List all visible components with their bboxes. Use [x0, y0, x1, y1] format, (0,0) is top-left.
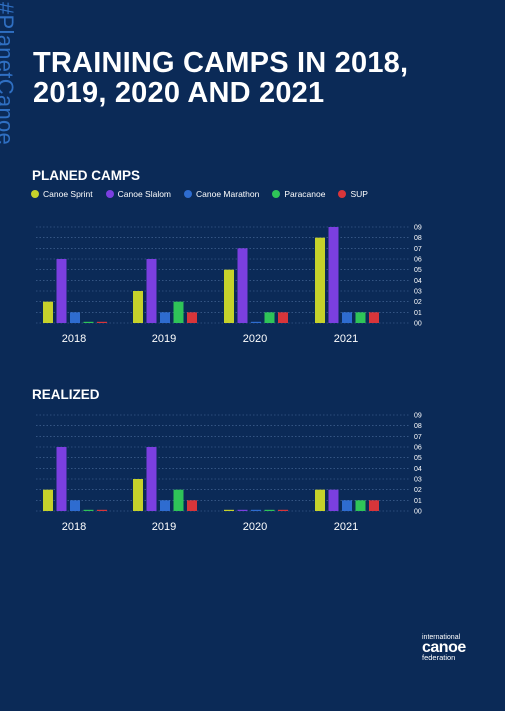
bar-canoe-marathon-2018: [70, 312, 80, 323]
y-tick-label: 06: [414, 445, 422, 452]
y-tick-label: 00: [414, 321, 422, 328]
bar-canoe-marathon-2020: [251, 321, 261, 323]
bar-canoe-marathon-2019: [160, 500, 170, 511]
bar-paracanoe-2021: [355, 500, 366, 511]
legend-dot-icon: [31, 190, 39, 198]
legend-dot-icon: [105, 190, 114, 198]
legend-item: Canoe Slalom: [105, 189, 172, 199]
x-tick-label: 2018: [62, 333, 86, 345]
bar-canoe-slalom-2021: [328, 227, 339, 323]
logo-line-2: canoe: [422, 639, 466, 656]
y-tick-label: 05: [414, 267, 422, 274]
y-tick-label: 00: [414, 509, 422, 516]
legend: Canoe Sprint Canoe Slalom Canoe Marathon Pa…: [31, 187, 368, 201]
y-tick-label: 03: [414, 289, 422, 296]
logo-line-3: federation: [422, 653, 456, 662]
legend-label: Canoe Slalom: [117, 189, 172, 199]
icf-logo: international canoe federation: [422, 634, 482, 662]
page-title: TRAINING CAMPS IN 2018, 2019, 2020 AND 2…: [33, 47, 409, 109]
bar-sup-2019: [187, 500, 197, 511]
y-tick-label: 08: [414, 235, 422, 242]
bar-canoe-marathon-2018: [70, 500, 80, 511]
x-tick-label: 2019: [152, 333, 176, 345]
legend-item: Canoe Marathon: [184, 189, 259, 199]
y-tick-label: 08: [414, 423, 422, 430]
bar-canoe-marathon-2021: [342, 500, 352, 511]
y-tick-label: 07: [414, 246, 422, 253]
x-tick-label: 2020: [243, 521, 267, 533]
x-tick-label: 2018: [62, 521, 86, 533]
y-tick-label: 02: [414, 299, 422, 306]
bar-canoe-slalom-2019: [146, 447, 157, 511]
bar-paracanoe-2019: [173, 301, 184, 323]
legend-dot-icon: [272, 190, 281, 198]
bar-canoe-slalom-2021: [328, 489, 339, 511]
bar-canoe-sprint-2021: [315, 489, 325, 511]
bar-canoe-slalom-2018: [56, 259, 67, 323]
bar-canoe-slalom-2020: [237, 248, 248, 323]
bar-canoe-marathon-2020: [251, 509, 261, 511]
bar-paracanoe-2020: [264, 312, 275, 323]
x-tick-label: 2021: [334, 333, 358, 345]
bar-sup-2018: [97, 509, 107, 511]
y-tick-label: 07: [414, 434, 422, 441]
bar-canoe-sprint-2019: [133, 291, 143, 323]
chart-realized: 00 01 02 03 04 05 06 07 08 09 2018 2019 2020 2021: [0, 406, 505, 536]
y-tick-label: 04: [414, 278, 422, 285]
bar-sup-2021: [369, 500, 379, 511]
y-tick-label: 06: [414, 257, 422, 264]
bar-sup-2019: [187, 312, 197, 323]
bar-sup-2020: [278, 509, 288, 511]
legend-label: Canoe Marathon: [196, 189, 260, 199]
bar-canoe-sprint-2020: [224, 509, 234, 511]
bar-canoe-sprint-2020: [224, 269, 234, 323]
bar-canoe-slalom-2018: [56, 447, 67, 511]
bar-paracanoe-2021: [355, 312, 366, 323]
y-tick-label: 01: [414, 310, 422, 317]
bar-sup-2018: [97, 321, 107, 323]
x-tick-label: 2020: [243, 333, 267, 345]
y-tick-label: 04: [414, 466, 422, 473]
legend-item: Canoe Sprint: [31, 189, 93, 199]
chart-svg: 00 01 02 03 04 05 06 07 08 09 2018 2019 2020 2021: [36, 225, 422, 345]
x-tick-label: 2019: [152, 521, 176, 533]
bar-canoe-sprint-2019: [133, 479, 143, 511]
y-tick-label: 09: [414, 225, 422, 232]
bar-canoe-sprint-2018: [43, 301, 53, 323]
legend-label: SUP: [350, 189, 368, 199]
bar-canoe-slalom-2019: [146, 259, 157, 323]
bar-canoe-marathon-2019: [160, 312, 170, 323]
bar-paracanoe-2018: [83, 321, 94, 323]
watermark: #PlanetCanoe: [0, 0, 20, 170]
bar-paracanoe-2020: [264, 509, 275, 511]
y-tick-label: 02: [414, 487, 422, 494]
x-tick-label: 2021: [334, 521, 358, 533]
y-tick-label: 03: [414, 477, 422, 484]
bar-canoe-marathon-2021: [342, 312, 352, 323]
bar-canoe-slalom-2020: [237, 509, 248, 511]
bar-canoe-sprint-2021: [315, 237, 325, 323]
legend-item: Paracanoe: [272, 189, 325, 199]
bar-sup-2020: [278, 312, 288, 323]
watermark-text: #PlanetCanoe: [0, 2, 18, 146]
y-tick-label: 01: [414, 498, 422, 505]
bar-paracanoe-2018: [83, 509, 94, 511]
legend-label: Paracanoe: [284, 189, 326, 199]
bar-paracanoe-2019: [173, 489, 184, 511]
y-tick-label: 05: [414, 455, 422, 462]
legend-dot-icon: [338, 190, 347, 198]
bar-canoe-sprint-2018: [43, 489, 53, 511]
chart-title-realized: REALIZED: [32, 387, 100, 402]
chart-svg: 00 01 02 03 04 05 06 07 08 09 2018 2019 2020 2021: [36, 413, 422, 533]
chart-planed-camps: 00 01 02 03 04 05 06 07 08 09 2018 2019 2020 2021: [0, 218, 505, 348]
legend-label: Canoe Sprint: [43, 189, 93, 199]
chart-title-planed: PLANED CAMPS: [32, 168, 141, 183]
legend-dot-icon: [184, 190, 193, 198]
legend-item: SUP: [338, 189, 368, 199]
bar-sup-2021: [369, 312, 379, 323]
logo-line-1: international: [422, 634, 461, 641]
y-tick-label: 09: [414, 413, 422, 420]
